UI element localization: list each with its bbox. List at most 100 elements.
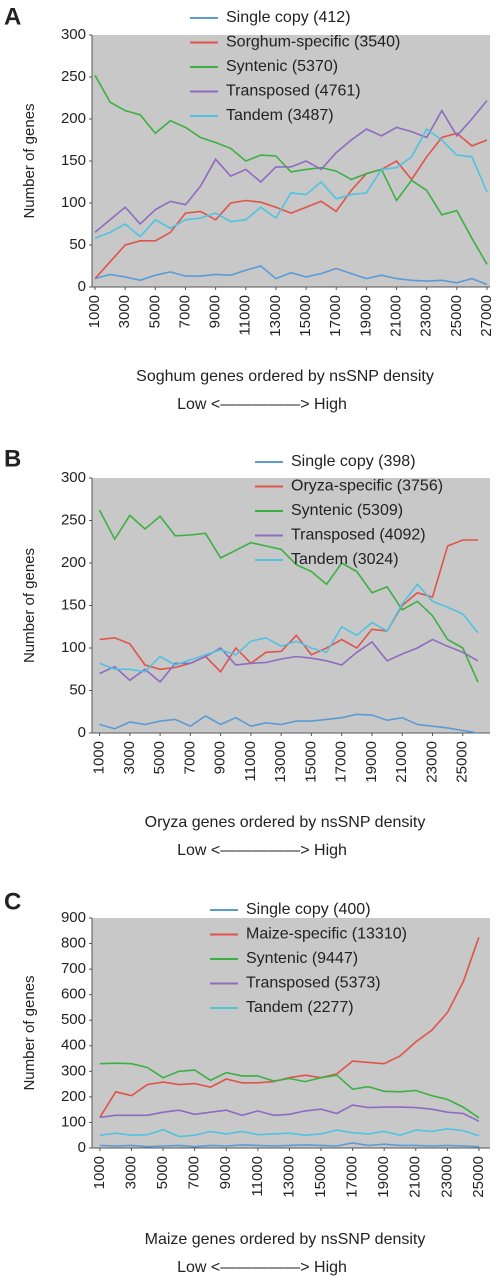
legend-label: Transposed (4761) — [226, 83, 361, 100]
y-tick-label: 300 — [61, 469, 86, 486]
series-line — [94, 127, 488, 240]
x-axis-sublabel: Low <—————> High — [177, 1259, 347, 1276]
x-tick-label: 7000 — [186, 1156, 203, 1189]
x-tick-label: 11000 — [242, 741, 259, 782]
y-axis-label: Number of genes — [21, 548, 38, 663]
x-tick-label: 19000 — [363, 741, 380, 783]
x-tick-label: 7000 — [181, 741, 198, 774]
x-tick-label: 1000 — [91, 1156, 108, 1189]
x-tick-label: 5000 — [146, 295, 163, 328]
y-tick-label: 900 — [61, 909, 86, 926]
y-tick-label: 200 — [61, 1088, 86, 1105]
x-tick-label: 3000 — [121, 741, 138, 774]
x-tick-label: 9000 — [207, 295, 224, 328]
x-tick-label: 21000 — [407, 1156, 424, 1198]
x-tick-label: 11000 — [237, 295, 254, 336]
x-tick-label: 13000 — [267, 295, 284, 337]
y-tick-label: 250 — [61, 511, 86, 528]
x-tick-label: 19000 — [357, 295, 374, 337]
y-tick-label: 100 — [61, 194, 86, 211]
y-tick-label: 100 — [61, 1113, 86, 1130]
series-line — [99, 713, 479, 734]
y-tick-label: 0 — [78, 278, 86, 295]
legend-label: Tandem (3487) — [226, 107, 334, 124]
y-tick-label: 150 — [61, 152, 86, 169]
legend-label: Syntenic (5370) — [226, 58, 338, 75]
legend-label: Tandem (2277) — [246, 999, 354, 1016]
legend-label: Syntenic (5309) — [291, 502, 403, 519]
panel-label: C — [4, 888, 21, 915]
x-axis-sublabel: Low <—————> High — [177, 842, 347, 859]
series-line — [94, 74, 488, 265]
series-line — [94, 99, 488, 234]
x-tick-label: 25000 — [470, 1156, 487, 1198]
y-axis-label: Number of genes — [21, 103, 38, 218]
x-tick-label: 3000 — [122, 1156, 139, 1189]
x-tick-label: 21000 — [393, 741, 410, 783]
x-axis-label: Soghum genes ordered by nsSNP density — [136, 368, 434, 385]
panel-label: A — [4, 3, 21, 30]
x-tick-label: 19000 — [375, 1156, 392, 1198]
series-line — [99, 1127, 480, 1138]
series-line — [99, 1104, 480, 1122]
legend-label: Maize-specific (13310) — [246, 926, 407, 943]
x-tick-label: 5000 — [151, 741, 168, 774]
y-tick-label: 250 — [61, 68, 86, 85]
x-axis-label: Oryza genes ordered by nsSNP density — [145, 814, 426, 831]
x-tick-label: 25000 — [448, 295, 465, 337]
x-tick-label: 27000 — [478, 295, 495, 337]
y-axis-label: Number of genes — [21, 975, 38, 1090]
x-tick-label: 1000 — [91, 741, 108, 774]
x-tick-label: 9000 — [212, 741, 229, 774]
plot-area — [92, 478, 490, 733]
legend-label: Single copy (398) — [291, 453, 416, 470]
y-tick-label: 100 — [61, 639, 86, 656]
x-tick-label: 15000 — [302, 741, 319, 783]
panel-label: B — [4, 445, 21, 472]
series-line — [98, 509, 479, 683]
y-tick-label: 700 — [61, 960, 86, 977]
x-tick-label: 13000 — [280, 1156, 297, 1198]
x-tick-label: 17000 — [333, 741, 350, 783]
legend-label: Single copy (400) — [246, 901, 371, 918]
x-tick-label: 23000 — [438, 1156, 455, 1198]
y-tick-label: 200 — [61, 554, 86, 571]
series-line — [94, 132, 488, 280]
x-tick-label: 21000 — [387, 295, 404, 337]
y-tick-label: 300 — [61, 26, 86, 43]
x-tick-label: 5000 — [154, 1156, 171, 1189]
y-tick-label: 600 — [61, 986, 86, 1003]
x-tick-label: 15000 — [312, 1156, 329, 1198]
x-tick-label: 15000 — [297, 295, 314, 337]
x-tick-label: 1000 — [86, 295, 103, 328]
plot-area — [92, 918, 490, 1148]
x-tick-label: 17000 — [344, 1156, 361, 1198]
legend-label: Single copy (412) — [226, 9, 351, 26]
y-tick-label: 400 — [61, 1037, 86, 1054]
y-tick-label: 50 — [69, 236, 86, 253]
legend-label: Oryza-specific (3756) — [291, 478, 443, 495]
x-tick-label: 13000 — [272, 741, 289, 783]
legend-label: Syntenic (9447) — [246, 950, 358, 967]
legend-label: Transposed (4092) — [291, 527, 426, 544]
y-tick-label: 150 — [61, 596, 86, 613]
x-axis-sublabel: Low <—————> High — [177, 396, 347, 413]
y-tick-label: 0 — [78, 1139, 86, 1156]
x-tick-label: 3000 — [116, 295, 133, 328]
series-line — [94, 265, 488, 286]
x-tick-label: 7000 — [176, 295, 193, 328]
x-tick-label: 23000 — [423, 741, 440, 783]
legend-label: Sorghum-specific (3540) — [226, 34, 400, 51]
x-tick-label: 9000 — [217, 1156, 234, 1189]
x-tick-label: 23000 — [418, 295, 435, 337]
x-tick-label: 25000 — [454, 741, 471, 783]
legend-label: Transposed (5373) — [246, 975, 381, 992]
y-tick-label: 200 — [61, 110, 86, 127]
series-line — [99, 1062, 480, 1119]
y-tick-label: 500 — [61, 1011, 86, 1028]
series-line — [99, 638, 479, 684]
y-tick-label: 300 — [61, 1062, 86, 1079]
x-tick-label: 11000 — [249, 1156, 266, 1197]
series-line — [99, 1142, 479, 1148]
